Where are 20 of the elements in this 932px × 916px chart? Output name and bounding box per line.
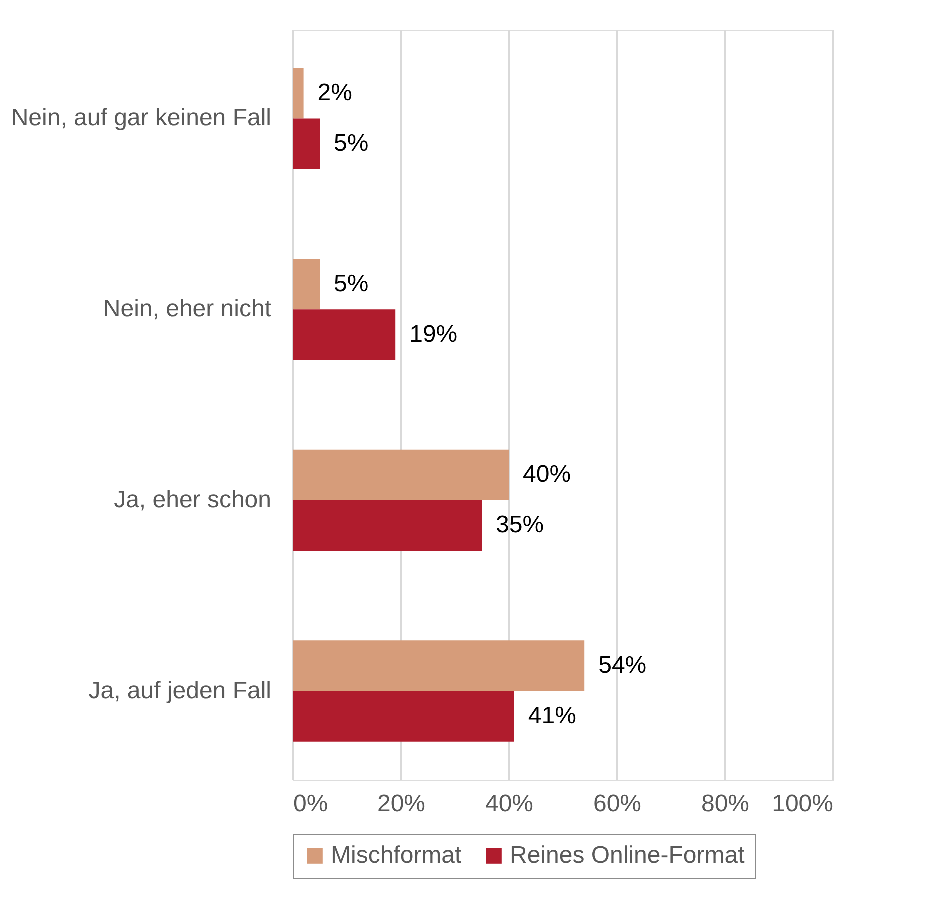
legend-label: Mischformat bbox=[331, 842, 462, 869]
x-tick-label: 0% bbox=[294, 790, 328, 818]
data-label: 41% bbox=[528, 702, 576, 730]
y-tick-label: Ja, auf jeden Fall bbox=[88, 677, 272, 704]
data-label: 19% bbox=[410, 320, 458, 348]
y-tick-label: Ja, eher schon bbox=[114, 486, 272, 514]
data-label: 2% bbox=[318, 79, 352, 106]
data-label: 35% bbox=[496, 512, 544, 539]
x-tick-label: 60% bbox=[593, 790, 642, 818]
x-tick-label: 100% bbox=[772, 790, 834, 818]
x-tick-label: 20% bbox=[377, 790, 426, 818]
data-label: 40% bbox=[523, 461, 572, 488]
data-label: 54% bbox=[598, 652, 647, 679]
x-tick-label: 80% bbox=[701, 790, 750, 818]
y-tick-label: Nein, auf gar keinen Fall bbox=[11, 104, 272, 132]
x-tick-label: 40% bbox=[485, 790, 534, 818]
data-label: 5% bbox=[334, 270, 369, 298]
legend-label: Reines Online-Format bbox=[510, 842, 746, 869]
data-label: 5% bbox=[334, 130, 369, 158]
y-tick-label: Nein, eher nicht bbox=[103, 296, 272, 323]
